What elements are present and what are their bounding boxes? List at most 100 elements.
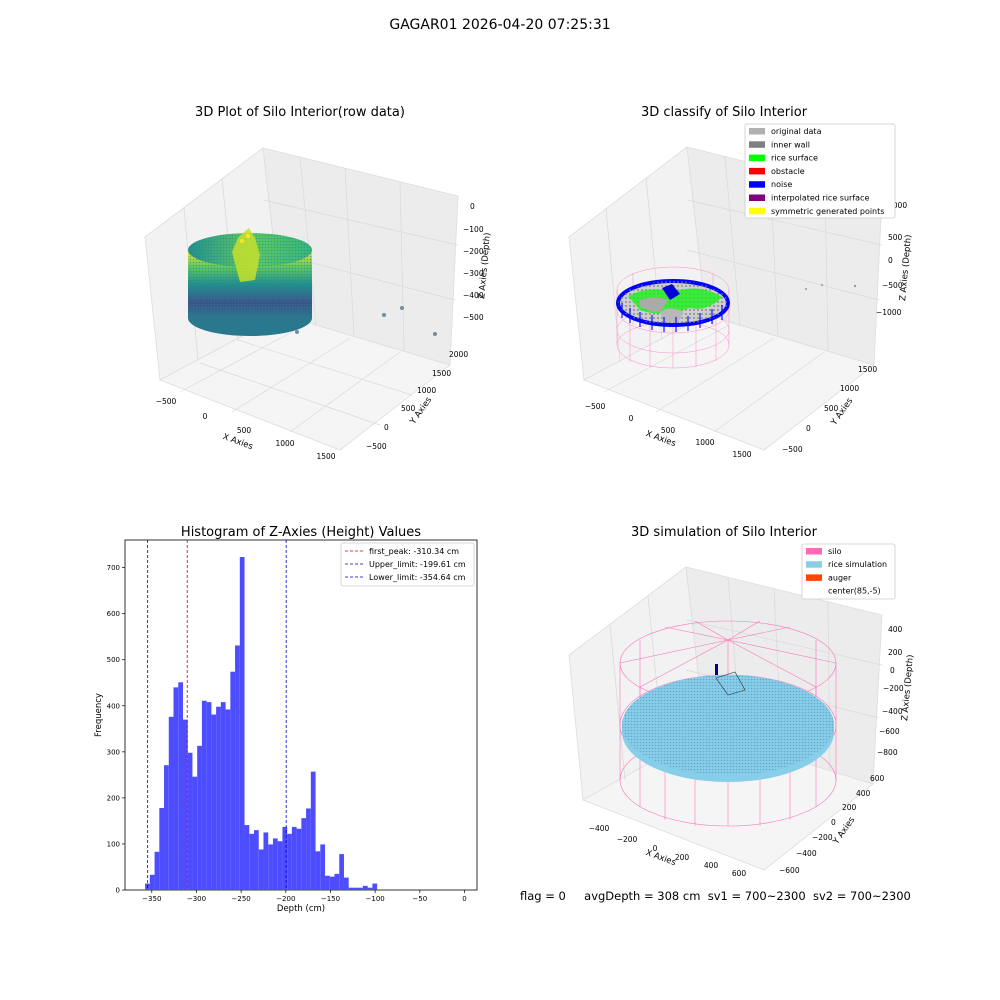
histogram-bar bbox=[282, 826, 288, 890]
histogram-bar bbox=[272, 838, 278, 890]
xtick: −500 bbox=[156, 397, 177, 406]
xtick: 400 bbox=[704, 861, 719, 870]
histogram-legend-label: Lower_limit: -354.64 cm bbox=[369, 573, 466, 582]
legend-label: rice simulation bbox=[828, 560, 887, 569]
histogram-bar bbox=[201, 700, 207, 890]
ztick: −300 bbox=[463, 269, 484, 278]
panel-classify-title: 3D classify of Silo Interior bbox=[641, 105, 808, 120]
histogram-yticks: 0 100 200 300 400 500 600 700 bbox=[107, 564, 125, 895]
histogram-ytick-label: 500 bbox=[107, 656, 120, 664]
xlabel: X Axies bbox=[644, 848, 677, 868]
histogram-bar bbox=[230, 671, 236, 890]
outlier-points bbox=[295, 306, 437, 336]
ytick: −600 bbox=[779, 866, 800, 875]
legend-swatch bbox=[806, 548, 822, 555]
histogram-bar bbox=[348, 887, 354, 890]
xtick: 500 bbox=[661, 426, 676, 435]
legend-swatch bbox=[806, 574, 822, 581]
legend-swatch bbox=[749, 167, 765, 175]
ytick: 500 bbox=[824, 404, 839, 413]
histogram-bar bbox=[367, 887, 373, 890]
ytick: 0 bbox=[384, 423, 389, 432]
histogram-bar bbox=[277, 841, 283, 890]
ytick: 1500 bbox=[432, 369, 451, 378]
xtick: 0 bbox=[629, 414, 634, 423]
histogram-bar bbox=[235, 645, 240, 890]
panel-classify: 3D classify of Silo Interior bbox=[568, 105, 914, 459]
histogram-bar bbox=[263, 832, 269, 890]
histogram-bar bbox=[258, 849, 264, 890]
histogram-bar bbox=[168, 716, 174, 890]
histogram-bar bbox=[178, 682, 183, 890]
xlabel: X Axies bbox=[221, 432, 254, 452]
histogram-ylabel: Frequency bbox=[94, 693, 104, 737]
ztick: −400 bbox=[463, 291, 484, 300]
ztick: 200 bbox=[888, 648, 903, 657]
histogram-bar bbox=[325, 875, 330, 890]
xtick: 200 bbox=[675, 853, 690, 862]
histogram-bar bbox=[220, 702, 226, 890]
legend-swatch bbox=[749, 128, 765, 135]
histogram-bar bbox=[310, 771, 316, 890]
histogram-bar bbox=[339, 854, 344, 890]
panel-histogram: Histogram of Z-Axies (Height) Values −35… bbox=[94, 525, 478, 914]
legend-label: interpolated rice surface bbox=[771, 194, 869, 203]
legend-label: auger bbox=[828, 573, 852, 582]
histogram-bar bbox=[334, 873, 340, 890]
panel-simulation: 3D simulation of Silo Interior bbox=[568, 525, 916, 878]
cloud-peak bbox=[232, 228, 260, 282]
ytick: 600 bbox=[870, 774, 885, 783]
ytick: 200 bbox=[842, 803, 857, 812]
histogram-bar bbox=[287, 833, 292, 890]
ytick: 0 bbox=[806, 424, 811, 433]
xtick: 1500 bbox=[316, 452, 335, 461]
legend-label: rice surface bbox=[771, 154, 818, 163]
histogram-vlines bbox=[147, 540, 287, 890]
histogram-xtick-label: −100 bbox=[366, 895, 385, 903]
legend-label: silo bbox=[828, 547, 842, 556]
histogram-bar bbox=[296, 828, 302, 890]
ztick: 0 bbox=[890, 666, 895, 675]
xtick: −400 bbox=[589, 824, 610, 833]
histogram-xtick-label: −250 bbox=[232, 895, 251, 903]
ztick: −100 bbox=[463, 225, 484, 234]
ytick: 0 bbox=[831, 818, 836, 827]
histogram-xtick-label: 0 bbox=[462, 895, 466, 903]
xtick: 0 bbox=[653, 844, 658, 853]
histogram-bar bbox=[164, 765, 169, 890]
sv2-text: sv2 = 700~2300 bbox=[812, 889, 911, 903]
xtick: 1000 bbox=[275, 439, 294, 448]
grid-lines bbox=[179, 156, 459, 433]
histogram-xtick-label: −50 bbox=[412, 895, 427, 903]
ztick: −200 bbox=[883, 684, 904, 693]
legend-swatch bbox=[749, 141, 765, 148]
legend-label: symmetric generated points bbox=[771, 207, 884, 216]
xtick: 600 bbox=[732, 869, 747, 878]
histogram-ytick-label: 300 bbox=[107, 748, 120, 756]
ztick: 0 bbox=[888, 256, 893, 265]
ytick: −500 bbox=[366, 442, 387, 451]
pane-floor bbox=[159, 314, 451, 451]
ztick: 0 bbox=[470, 202, 475, 211]
histogram-bar bbox=[216, 706, 221, 890]
histogram-xlabel: Depth (cm) bbox=[277, 904, 325, 914]
histogram-xticks: −350 −300 −250 −200 −150 −100 −50 0 bbox=[142, 890, 467, 903]
xtick: 0 bbox=[203, 412, 208, 421]
panel-raw-title: 3D Plot of Silo Interior(row data) bbox=[195, 105, 405, 120]
histogram-legend: first_peak: -310.34 cm Upper_limit: -199.… bbox=[340, 542, 475, 587]
histogram-bar bbox=[149, 874, 155, 890]
avg-depth-text: avgDepth = 308 cm bbox=[584, 889, 701, 903]
xtick: −200 bbox=[617, 835, 638, 844]
histogram-bar bbox=[211, 714, 217, 890]
xtick: 1000 bbox=[695, 438, 714, 447]
histogram-bar bbox=[358, 887, 363, 890]
classify-legend: original data inner wall rice surface obsta… bbox=[744, 123, 896, 219]
histogram-bar bbox=[187, 752, 193, 890]
ytick: −200 bbox=[812, 833, 833, 842]
xtick: −500 bbox=[585, 402, 606, 411]
histogram-ytick-label: 100 bbox=[107, 840, 120, 848]
histogram-ytick-label: 0 bbox=[116, 887, 120, 895]
ytick: 1000 bbox=[840, 384, 859, 393]
ztick: 1000 bbox=[888, 201, 907, 210]
